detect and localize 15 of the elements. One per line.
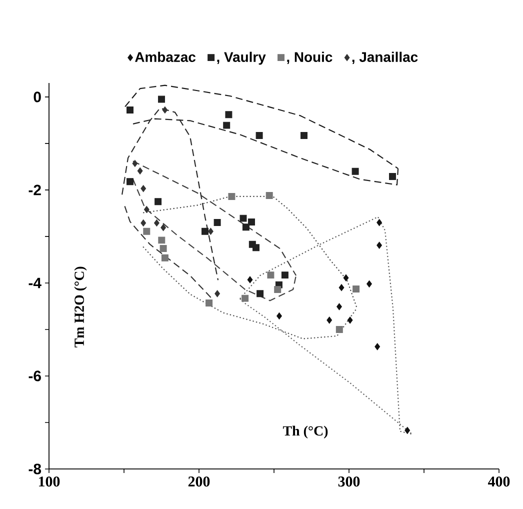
x-tick-label: 100	[39, 476, 60, 487]
x-tick-label: 200	[188, 476, 210, 487]
y-tick-label: -8	[28, 464, 42, 474]
y-tick-label: -4	[28, 278, 42, 288]
x-tick-label: 300	[338, 476, 360, 487]
x-tick-label: 400	[488, 476, 510, 487]
y-tick-label: 0	[34, 92, 41, 102]
legend-label: , Janaillac	[352, 52, 418, 64]
legend-label: , Vaulry	[217, 52, 266, 65]
y-tick-label: -2	[28, 184, 41, 196]
y-tick-label: -6	[28, 370, 41, 382]
legend-label: , Nouic	[287, 52, 332, 64]
legend-label: Ambazac	[135, 52, 196, 62]
y-axis-title: Tm H2O (°C)	[74, 266, 87, 348]
x-axis-title: Th (°C)	[282, 426, 328, 438]
